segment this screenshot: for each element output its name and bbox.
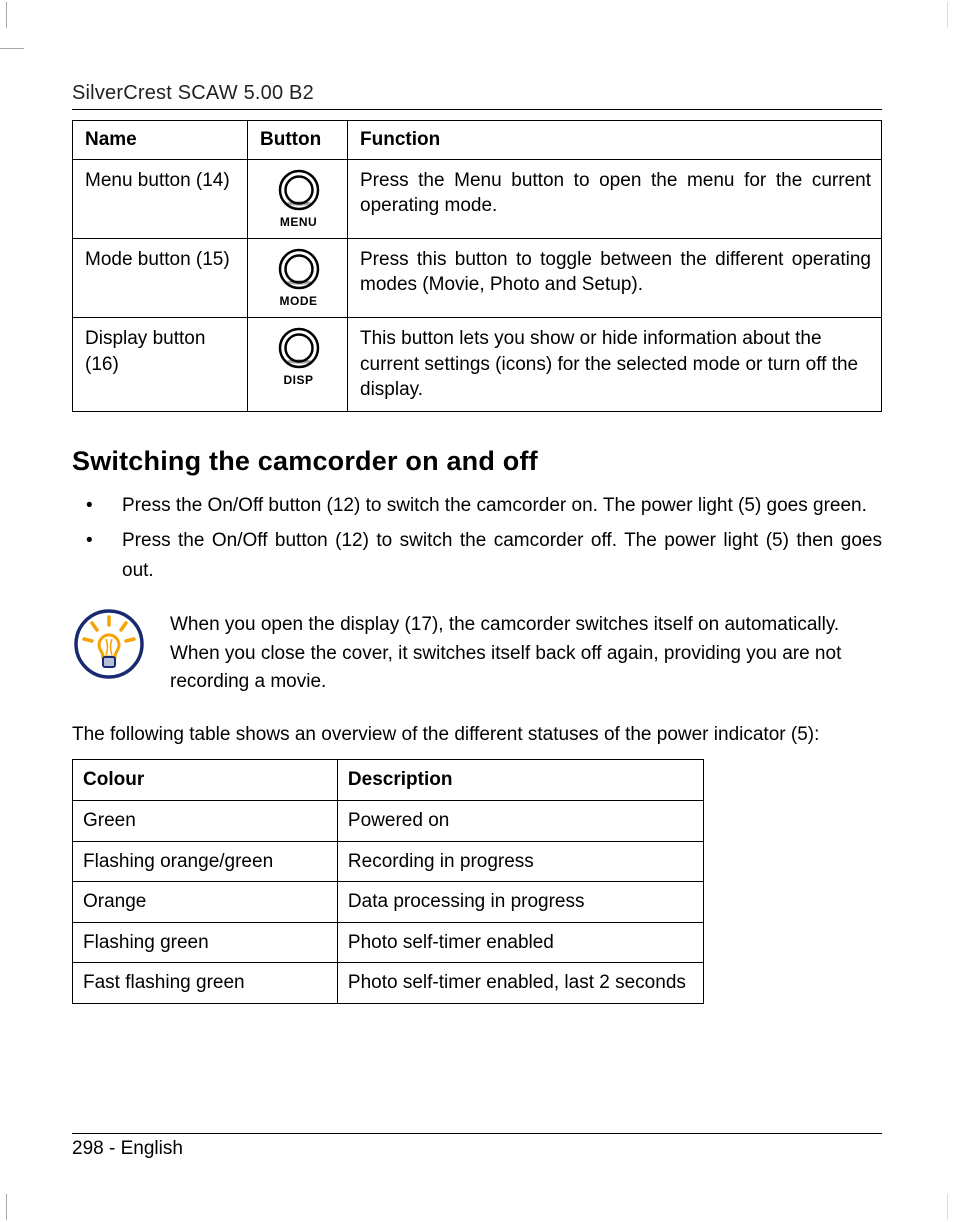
table-row: Flashing orange/green Recording in progr…	[73, 841, 704, 882]
note-text: When you open the display (17), the camc…	[170, 607, 882, 697]
button-caption: MODE	[260, 293, 337, 309]
note-block: When you open the display (17), the camc…	[72, 607, 882, 697]
button-caption: DISP	[260, 372, 337, 388]
bullet-list: Press the On/Off button (12) to switch t…	[72, 491, 882, 585]
cell-colour: Orange	[73, 882, 338, 923]
table-row: Mode button (15) MODE Press this button …	[73, 238, 882, 317]
crop-mark	[6, 2, 7, 28]
page: SilverCrest SCAW 5.00 B2 Name Button Fun…	[0, 0, 954, 1222]
th-description: Description	[337, 760, 703, 801]
cell-description: Powered on	[337, 800, 703, 841]
button-ring-icon	[260, 247, 337, 291]
list-item: Press the On/Off button (12) to switch t…	[72, 491, 882, 520]
page-number: 298 - English	[72, 1138, 183, 1159]
cell-description: Data processing in progress	[337, 882, 703, 923]
table-row: Fast flashing green Photo self-timer ena…	[73, 963, 704, 1004]
buttons-table: Name Button Function Menu button (14) ME…	[72, 120, 882, 412]
lightbulb-icon	[72, 607, 146, 686]
crop-mark	[947, 1194, 948, 1220]
table-row: Orange Data processing in progress	[73, 882, 704, 923]
table-row: Menu button (14) MENU Press the Menu but…	[73, 159, 882, 238]
section-title: Switching the camcorder on and off	[72, 446, 882, 477]
th-colour: Colour	[73, 760, 338, 801]
header-product-name: SilverCrest SCAW 5.00 B2	[72, 82, 882, 110]
crop-mark	[947, 2, 948, 28]
table-row: Flashing green Photo self-timer enabled	[73, 922, 704, 963]
cell-colour: Green	[73, 800, 338, 841]
cell-description: Photo self-timer enabled	[337, 922, 703, 963]
cell-description: Photo self-timer enabled, last 2 seconds	[337, 963, 703, 1004]
cell-button: MODE	[248, 238, 348, 317]
button-ring-icon	[260, 168, 337, 212]
colors-table: Colour Description Green Powered on Flas…	[72, 759, 704, 1004]
crop-mark	[0, 48, 24, 49]
cell-name: Mode button (15)	[73, 238, 248, 317]
cell-description: Recording in progress	[337, 841, 703, 882]
th-button: Button	[248, 121, 348, 160]
cell-colour: Flashing orange/green	[73, 841, 338, 882]
cell-colour: Flashing green	[73, 922, 338, 963]
th-function: Function	[348, 121, 882, 160]
table-head-row: Colour Description	[73, 760, 704, 801]
table-head-row: Name Button Function	[73, 121, 882, 160]
cell-button: MENU	[248, 159, 348, 238]
table-row: Display button (16) DISP This button let…	[73, 318, 882, 412]
cell-function: Press this button to toggle between the …	[348, 238, 882, 317]
colors-intro: The following table shows an overview of…	[72, 721, 882, 750]
cell-function: Press the Menu button to open the menu f…	[348, 159, 882, 238]
crop-mark	[6, 1194, 7, 1220]
cell-colour: Fast flashing green	[73, 963, 338, 1004]
cell-name: Menu button (14)	[73, 159, 248, 238]
cell-function: This button lets you show or hide inform…	[348, 318, 882, 412]
cell-button: DISP	[248, 318, 348, 412]
list-item: Press the On/Off button (12) to switch t…	[72, 526, 882, 585]
button-caption: MENU	[260, 214, 337, 230]
table-row: Green Powered on	[73, 800, 704, 841]
th-name: Name	[73, 121, 248, 160]
button-ring-icon	[260, 326, 337, 370]
footer: 298 - English	[72, 1133, 882, 1160]
cell-name: Display button (16)	[73, 318, 248, 412]
